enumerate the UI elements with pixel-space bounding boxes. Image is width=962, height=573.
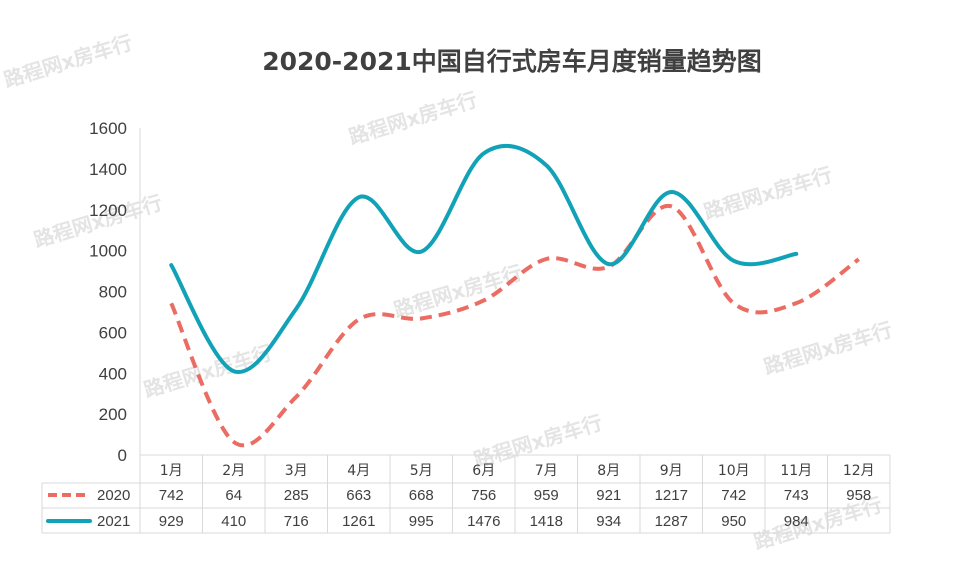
- series-lines: [169, 143, 860, 448]
- data-label: 742: [721, 487, 746, 504]
- y-axis-ticks: 0 200 400 600 800 1000 1200 1400 1600: [89, 119, 127, 465]
- x-tick-label: 11月: [780, 463, 812, 479]
- data-label: 410: [221, 513, 246, 530]
- data-label: 663: [346, 487, 371, 504]
- x-tick-label: 7月: [535, 463, 558, 479]
- legend-label-2020: 2020: [97, 487, 130, 504]
- y-tick-label: 200: [99, 405, 127, 424]
- y-tick-label: 600: [99, 323, 127, 342]
- chart-title: 2020-2021中国自行式房车月度销量趋势图: [262, 47, 762, 76]
- x-tick-label: 6月: [472, 463, 495, 479]
- x-tick-label: 10月: [718, 463, 750, 479]
- x-tick-label: 4月: [347, 463, 370, 479]
- y-tick-label: 0: [118, 446, 127, 465]
- data-label: 1476: [467, 513, 500, 530]
- data-label: 668: [409, 487, 434, 504]
- data-label: 934: [596, 513, 621, 530]
- data-label: 929: [159, 513, 184, 530]
- data-label: 958: [846, 487, 871, 504]
- data-label: 1217: [655, 487, 688, 504]
- data-label: 64: [225, 487, 242, 504]
- y-tick-label: 1200: [89, 201, 127, 220]
- x-tick-label: 3月: [285, 463, 308, 479]
- x-tick-label: 2月: [222, 463, 245, 479]
- x-tick-label: 9月: [660, 463, 683, 479]
- data-label: 1418: [530, 513, 563, 530]
- data-label: 995: [409, 513, 434, 530]
- data-table: 1月 2月 3月 4月 5月 6月 7月 8月 9月 10月 11月 12月 2020 742 64 285 6…: [46, 463, 875, 530]
- legend-label-2021: 2021: [97, 513, 130, 530]
- data-label: 742: [159, 487, 184, 504]
- y-tick-label: 1000: [89, 242, 127, 261]
- series-line-2021: [169, 143, 799, 375]
- x-tick-label: 5月: [410, 463, 433, 479]
- x-tick-label: 12月: [843, 463, 875, 479]
- x-tick-label: 1月: [160, 463, 183, 479]
- y-tick-label: 400: [99, 364, 127, 383]
- series-line-2020: [169, 204, 860, 448]
- data-label: 959: [534, 487, 559, 504]
- y-tick-label: 800: [99, 283, 127, 302]
- data-label: 285: [284, 487, 309, 504]
- y-tick-label: 1400: [89, 160, 127, 179]
- data-label: 743: [784, 487, 809, 504]
- x-tick-label: 8月: [597, 463, 620, 479]
- data-label: 1261: [342, 513, 375, 530]
- data-label: 984: [784, 513, 809, 530]
- y-tick-label: 1600: [89, 119, 127, 138]
- data-label: 921: [596, 487, 621, 504]
- data-table-grid: [41, 128, 891, 534]
- data-label: 756: [471, 487, 496, 504]
- data-label: 950: [721, 513, 746, 530]
- data-label: 1287: [655, 513, 688, 530]
- data-label: 716: [284, 513, 309, 530]
